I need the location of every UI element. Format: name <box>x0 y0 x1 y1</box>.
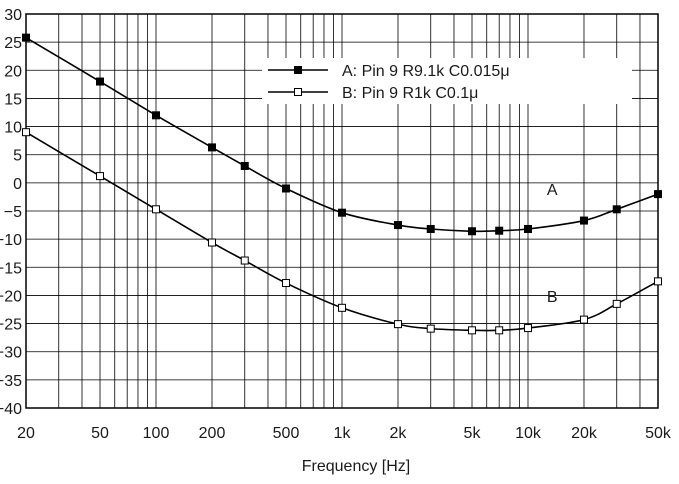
series-B: B <box>22 128 662 335</box>
series: AB <box>22 33 662 335</box>
y-tick-label: −5 <box>4 204 22 221</box>
y-tick-label: 5 <box>13 148 22 165</box>
data-point-marker <box>207 143 216 152</box>
x-tick-label: 50 <box>91 425 109 442</box>
x-tick-label: 1k <box>334 425 352 442</box>
legend-label: A: Pin 9 R9.1k C0.015μ <box>342 63 510 80</box>
y-tick-label: 0 <box>13 176 22 193</box>
data-point-marker <box>426 324 435 333</box>
x-tick-label: 2k <box>390 425 408 442</box>
legend-background <box>262 58 632 104</box>
data-point-marker <box>282 184 291 193</box>
data-point-marker <box>468 227 477 236</box>
data-point-marker <box>96 77 105 86</box>
data-point-marker <box>654 190 662 199</box>
x-tick-label: 200 <box>199 425 226 442</box>
data-point-marker <box>393 221 402 230</box>
x-tick-label: 20k <box>571 425 598 442</box>
x-axis-title: Frequency [Hz] <box>302 458 410 475</box>
y-tick-label: 25 <box>4 35 22 52</box>
data-point-marker <box>338 303 346 312</box>
y-tick-label: −15 <box>0 260 22 277</box>
data-point-marker <box>579 216 588 225</box>
curve-label: B <box>547 289 558 306</box>
series-A: A <box>22 33 662 236</box>
data-point-marker <box>152 205 161 214</box>
data-point-marker <box>22 128 30 137</box>
data-point-marker <box>468 326 477 335</box>
x-tick-label: 50k <box>645 425 672 442</box>
data-point-marker <box>240 256 249 265</box>
data-point-marker <box>523 324 532 333</box>
y-tick-label: −20 <box>0 288 22 305</box>
data-point-marker <box>654 277 662 286</box>
legend-label: B: Pin 9 R1k C0.1μ <box>342 85 478 102</box>
y-tick-label: 20 <box>4 63 22 80</box>
data-point-marker <box>152 111 161 120</box>
y-tick-label: −40 <box>0 401 22 418</box>
y-tick-label: −25 <box>0 317 22 334</box>
data-point-marker <box>282 279 291 288</box>
y-tick-label: 30 <box>4 7 22 24</box>
data-point-marker <box>207 238 216 247</box>
data-point-marker <box>612 205 621 214</box>
data-point-marker <box>495 226 504 235</box>
legend-marker <box>294 88 302 96</box>
y-tick-label: 10 <box>4 120 22 137</box>
x-tick-label: 20 <box>17 425 35 442</box>
data-point-marker <box>579 315 588 324</box>
y-tick-labels: 30 25 20 15 10 5 0 −5 −10 −15 −20 −25 −30 −35 −40 <box>0 7 22 418</box>
data-point-marker <box>495 326 504 335</box>
data-point-marker <box>393 320 402 329</box>
y-tick-label: −10 <box>0 232 22 249</box>
data-point-marker <box>96 172 105 181</box>
data-point-marker <box>338 208 346 217</box>
y-tick-label: −35 <box>0 373 22 390</box>
curve-label: A <box>547 182 558 199</box>
x-tick-label: 500 <box>273 425 300 442</box>
x-tick-label: 100 <box>143 425 170 442</box>
data-point-marker <box>612 299 621 308</box>
plot-frame <box>25 13 659 409</box>
data-point-marker <box>240 161 249 170</box>
data-point-marker <box>523 225 532 234</box>
x-tick-labels: 20 50 100 200 500 1k 2k 5k 10k 20k 50k <box>17 425 672 442</box>
x-tick-label: 5k <box>464 425 482 442</box>
data-point-marker <box>22 33 30 42</box>
legend: A: Pin 9 R9.1k C0.015μ B: Pin 9 R1k C0.1μ <box>262 58 632 104</box>
y-tick-label: −30 <box>0 345 22 362</box>
legend-marker <box>294 66 302 74</box>
x-tick-label: 10k <box>515 425 542 442</box>
data-point-marker <box>426 225 435 234</box>
y-tick-label: 15 <box>4 91 22 108</box>
